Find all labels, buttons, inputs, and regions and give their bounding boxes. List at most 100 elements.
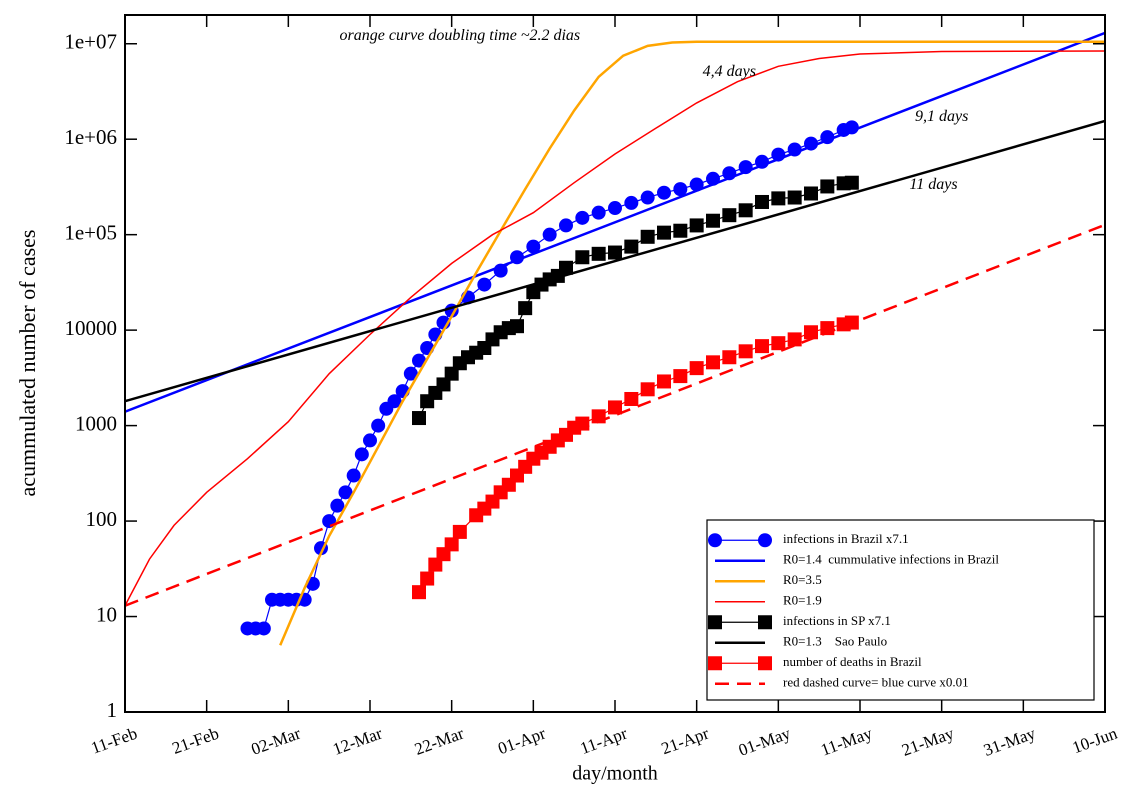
y-tick-label: 100 — [86, 507, 118, 531]
point — [591, 246, 606, 261]
point — [526, 239, 541, 254]
point — [452, 524, 467, 539]
series-line — [125, 50, 1105, 607]
point — [608, 201, 622, 216]
point — [706, 213, 720, 228]
point — [804, 186, 818, 201]
point — [722, 208, 737, 223]
point — [559, 218, 573, 233]
point — [738, 344, 753, 359]
annotation: orange curve doubling time ~2.2 dias — [340, 27, 581, 44]
point — [518, 301, 533, 316]
annotation: 9,1 days — [915, 108, 968, 125]
point — [575, 250, 590, 265]
point — [412, 411, 426, 426]
x-tick-label: 21-Feb — [170, 724, 222, 758]
y-tick-label: 10 — [96, 602, 117, 626]
point — [363, 433, 377, 448]
point — [820, 179, 835, 194]
y-tick-label: 1e+07 — [64, 30, 117, 54]
point — [640, 229, 655, 244]
point — [787, 332, 802, 347]
x-tick-label: 10-Jun — [1070, 723, 1120, 757]
point — [673, 182, 688, 197]
series-line — [125, 31, 1105, 413]
point — [510, 319, 524, 334]
x-tick-label: 01-May — [736, 723, 794, 759]
point — [787, 190, 802, 205]
x-tick-label: 22-Mar — [412, 723, 467, 758]
x-tick-label: 11-May — [818, 723, 875, 759]
point — [657, 374, 671, 389]
point — [706, 355, 720, 370]
y-tick-label: 1e+06 — [64, 125, 117, 149]
point — [412, 353, 426, 368]
legend-marker — [708, 615, 722, 630]
point — [608, 400, 622, 415]
x-tick-label: 21-Apr — [659, 723, 712, 758]
series-line — [418, 182, 852, 419]
x-tick-label: 11-Feb — [89, 724, 140, 758]
legend-marker — [758, 656, 772, 671]
point — [738, 203, 753, 218]
plot-frame — [124, 14, 1106, 713]
point — [689, 361, 704, 376]
legend-label: R0=1.9 — [783, 593, 822, 608]
plot-area — [125, 31, 1105, 646]
legend-label: number of deaths in Brazil — [783, 654, 922, 669]
point — [330, 498, 345, 513]
point — [673, 369, 688, 384]
point — [420, 571, 435, 586]
y-tick-label: 1000 — [75, 411, 117, 435]
series-line — [279, 40, 1105, 646]
x-tick-label: 12-Mar — [330, 723, 385, 758]
legend-label: R0=3.5 — [783, 572, 822, 587]
legend-label: infections in Brazil x7.1 — [783, 531, 909, 546]
point — [689, 218, 704, 233]
point — [559, 260, 573, 275]
x-tick-label: 11-Apr — [578, 723, 630, 758]
point — [624, 391, 639, 406]
point — [256, 621, 271, 636]
point — [657, 225, 671, 240]
point — [755, 194, 769, 209]
point — [657, 185, 671, 200]
legend-marker — [708, 533, 722, 548]
point — [771, 336, 786, 351]
legend-marker — [758, 533, 772, 548]
point — [542, 227, 557, 242]
x-tick-label: 31-May — [981, 723, 1039, 759]
point — [412, 585, 426, 600]
x-axis-label: day/month — [572, 763, 658, 785]
point — [624, 239, 639, 254]
y-tick-label: 10000 — [65, 316, 118, 340]
point — [354, 447, 369, 462]
series-line — [125, 119, 1105, 403]
point — [640, 382, 655, 397]
point — [673, 223, 688, 238]
legend-label: R0=1.3 Sao Paulo — [783, 634, 887, 649]
point — [804, 325, 818, 340]
point — [371, 418, 386, 433]
x-tick-label: 02-Mar — [249, 723, 304, 758]
legend-label: R0=1.4 cummulative infections in Brazil — [783, 552, 999, 567]
point — [844, 175, 859, 190]
point — [755, 339, 769, 354]
point — [346, 468, 361, 483]
legend-label: red dashed curve= blue curve x0.01 — [783, 675, 969, 690]
point — [338, 485, 353, 500]
point — [640, 190, 655, 205]
point — [624, 195, 639, 210]
point — [608, 245, 622, 260]
point — [722, 350, 737, 365]
legend-marker — [758, 615, 772, 630]
point — [444, 537, 459, 552]
y-axis-label: acummulated number of cases — [15, 230, 40, 497]
point — [403, 366, 418, 381]
legend-label: infections in SP x7.1 — [783, 613, 891, 628]
x-tick-label: 21-May — [899, 723, 957, 759]
point — [591, 205, 606, 220]
point — [436, 377, 451, 392]
point — [575, 210, 590, 225]
